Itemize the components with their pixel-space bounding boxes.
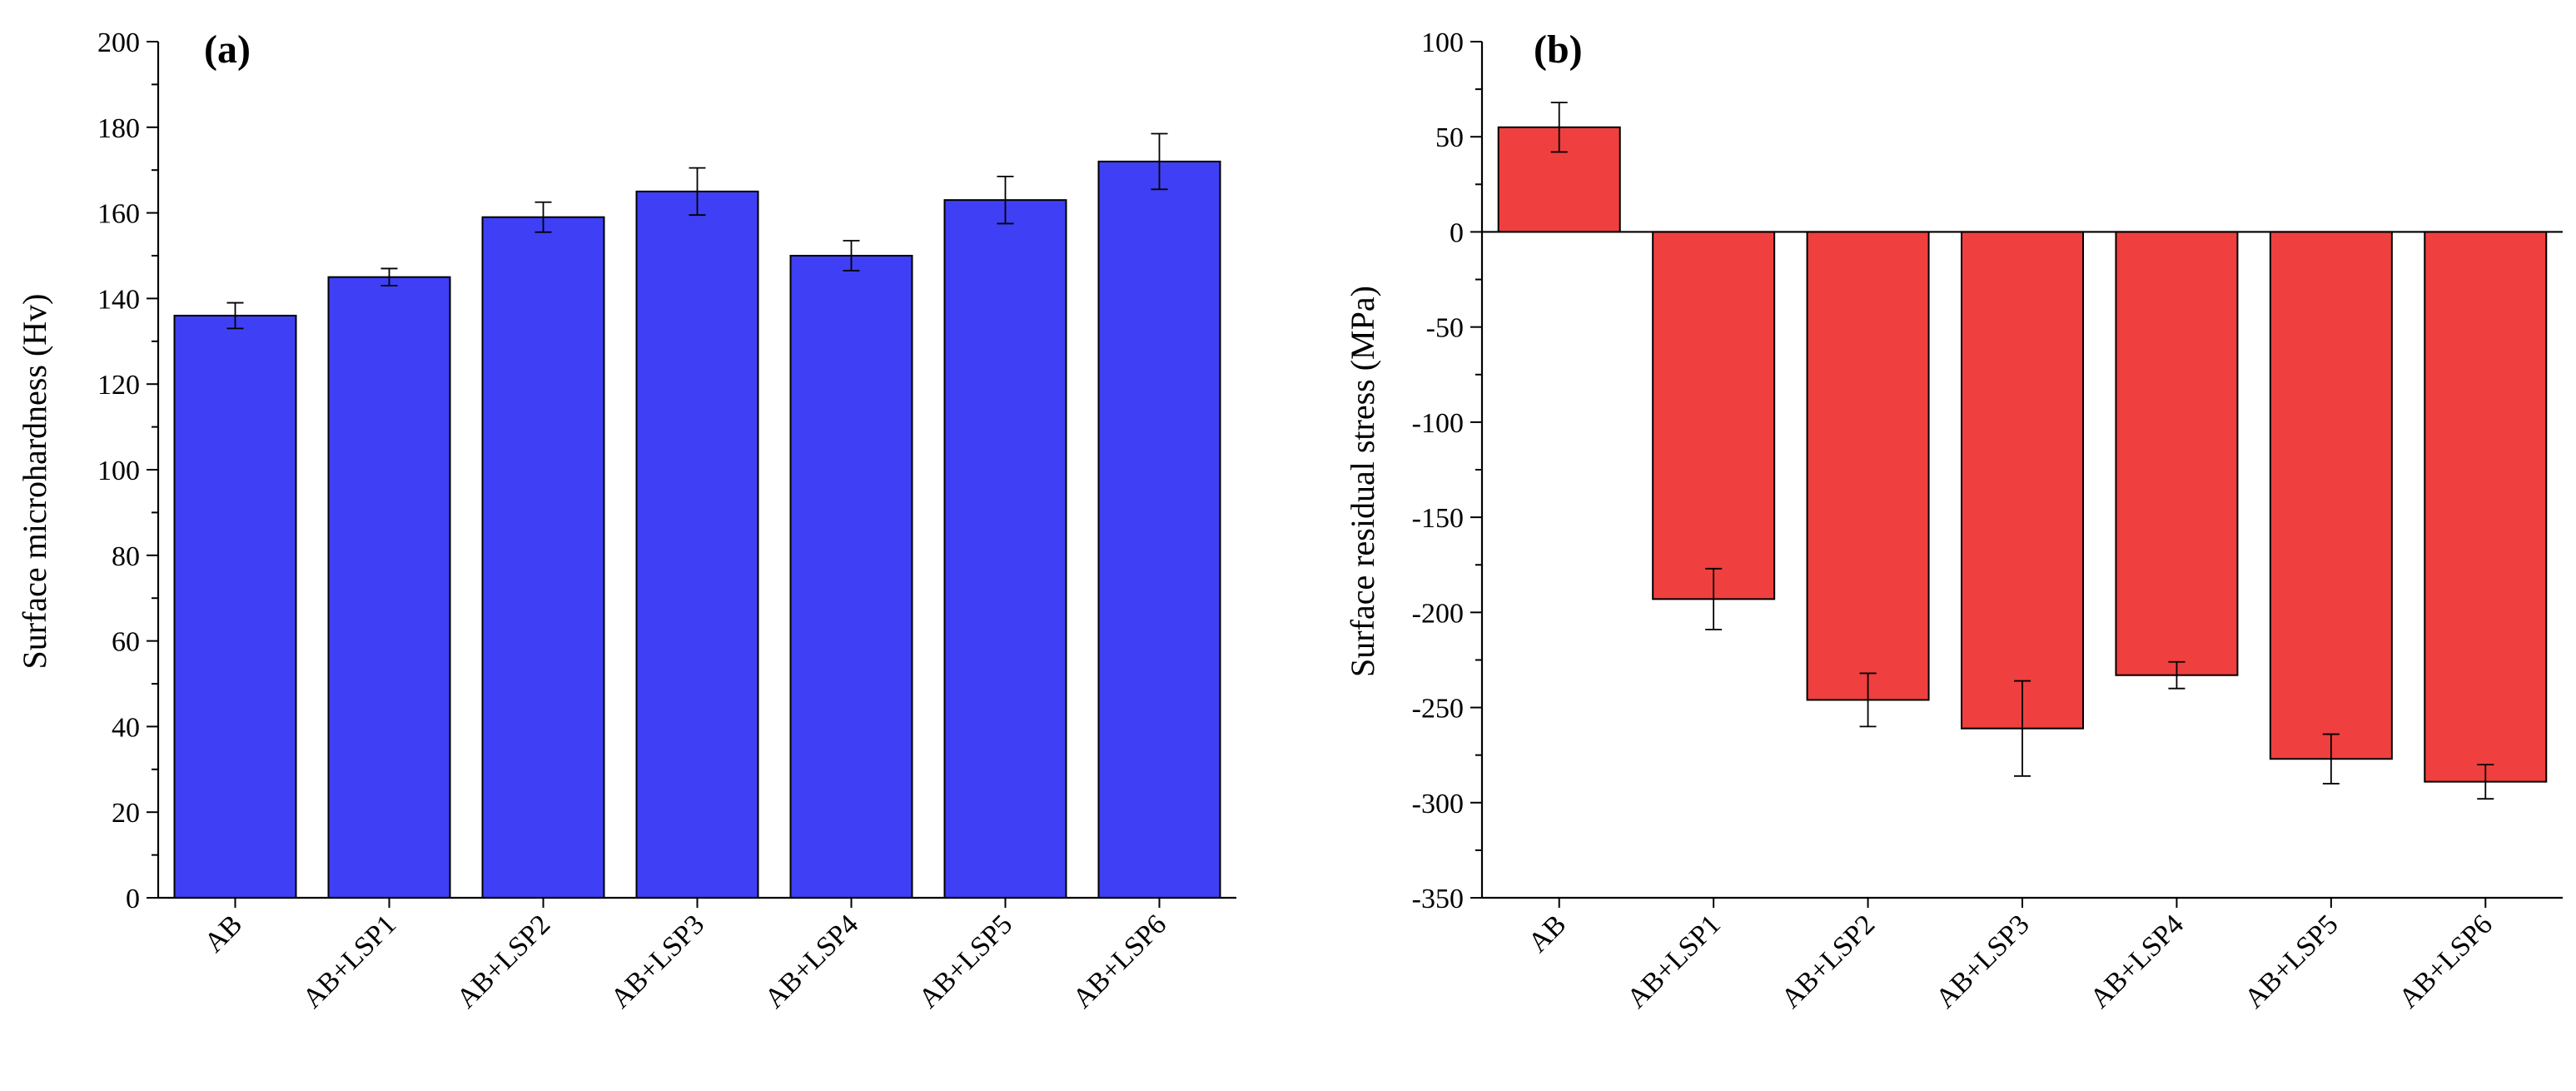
- x-tick-label: AB+LSP5: [2239, 909, 2345, 1014]
- error-bar-a-1: [226, 301, 244, 330]
- error-bar-a-5: [843, 240, 860, 272]
- error-bar-b-2: [1705, 567, 1723, 630]
- y-tick-label: 60: [112, 627, 140, 658]
- bar-a-6: [943, 199, 1067, 899]
- y-tick-label: 200: [97, 27, 140, 58]
- y-tick-label: 140: [97, 284, 140, 315]
- error-bar-a-7: [1151, 132, 1168, 191]
- y-tick-label: 160: [97, 199, 140, 230]
- x-tick-label: AB+LSP3: [1930, 909, 2036, 1014]
- y-axis-title-a: Surface microhardness (Hv): [16, 294, 53, 670]
- error-bar-a-6: [997, 176, 1014, 225]
- bar-a-1: [173, 314, 297, 899]
- x-tick-label: AB+LSP4: [759, 909, 865, 1014]
- x-tick-label: AB+LSP3: [605, 909, 711, 1014]
- error-bar-a-2: [380, 267, 398, 286]
- y-tick-label: 120: [97, 370, 140, 401]
- bar-b-6: [2269, 231, 2393, 760]
- bar-b-3: [1806, 231, 1930, 701]
- x-tick-label: AB+LSP2: [1776, 909, 1882, 1014]
- y-tick-label: 0: [126, 884, 140, 914]
- x-tick-label: AB+LSP6: [2393, 909, 2499, 1014]
- x-tick-label: AB+LSP4: [2085, 909, 2191, 1014]
- error-bar-b-6: [2322, 733, 2340, 785]
- y-tick-label: -200: [1412, 598, 1464, 629]
- error-bar-a-4: [689, 167, 706, 217]
- y-tick-label: -100: [1412, 408, 1464, 439]
- bar-b-4: [1961, 231, 2084, 730]
- x-tick-label: AB+LSP6: [1067, 909, 1173, 1014]
- y-tick-label: -150: [1412, 503, 1464, 534]
- x-tick-label: AB+LSP5: [913, 909, 1019, 1014]
- y-ticks-b: -350 -300 -250 -200 -150 -100 -50 0 50 100: [1412, 27, 1482, 914]
- y-tick-label: -300: [1412, 789, 1464, 819]
- error-bar-a-3: [535, 201, 552, 233]
- x-tick-label: AB+LSP2: [451, 909, 557, 1014]
- error-bar-b-7: [2477, 764, 2494, 800]
- y-tick-label: -50: [1426, 313, 1464, 344]
- panel-label-b: (b): [1534, 27, 1583, 72]
- y-tick-label: 180: [97, 113, 140, 144]
- bar-a-7: [1097, 160, 1221, 899]
- error-bar-b-4: [2014, 680, 2031, 777]
- y-tick-label: -250: [1412, 694, 1464, 725]
- bar-b-7: [2424, 231, 2548, 783]
- bars-a: [173, 160, 1221, 899]
- bar-a-3: [481, 216, 605, 899]
- x-ticks-b: AB AB+LSP1 AB+LSP2 AB+LSP3 AB+LSP4 AB+LSP5 AB+…: [1523, 898, 2499, 1014]
- bar-a-5: [789, 255, 913, 899]
- x-tick-label: AB+LSP1: [1621, 909, 1727, 1014]
- x-tick-label: AB: [199, 909, 249, 959]
- y-tick-label: 100: [97, 456, 140, 486]
- panel-label-a: (a): [204, 27, 251, 72]
- y-tick-label: 20: [112, 798, 140, 829]
- error-bar-b-1: [1550, 102, 1568, 153]
- x-ticks-a: AB AB+LSP1 AB+LSP2 AB+LSP3 AB+LSP4 AB+LSP5 AB+…: [199, 898, 1173, 1014]
- y-tick-label: -350: [1412, 884, 1464, 914]
- y-ticks-a: 0 20 40 60 80 100 120 140 160 180 200: [97, 27, 158, 914]
- bar-a-2: [327, 276, 451, 899]
- bar-b-2: [1652, 231, 1776, 600]
- x-tick-label: AB+LSP1: [297, 909, 403, 1014]
- chart-a: (a) Surface microhardness (Hv) 0 20 40 60 80…: [16, 27, 1236, 1014]
- y-axis-title-b: Surface residual stress (MPa): [1344, 286, 1381, 677]
- y-tick-label: 40: [112, 712, 140, 743]
- chart-b: (b) Surface residual stress (MPa) -350-3…: [1344, 27, 2563, 1014]
- y-tick-label: 100: [1421, 27, 1464, 58]
- x-tick-label: AB: [1523, 909, 1573, 959]
- y-tick-label: 0: [1450, 217, 1464, 248]
- error-bar-b-3: [1859, 672, 1877, 728]
- y-tick-label: 50: [1435, 122, 1464, 153]
- error-bars-a: [226, 132, 1168, 330]
- y-tick-label: 80: [112, 541, 140, 572]
- error-bar-b-5: [2168, 660, 2186, 690]
- error-bars-b: [1550, 102, 2494, 800]
- bars-b: [1497, 126, 2548, 783]
- bar-b-5: [2115, 231, 2239, 676]
- bar-a-4: [635, 190, 759, 899]
